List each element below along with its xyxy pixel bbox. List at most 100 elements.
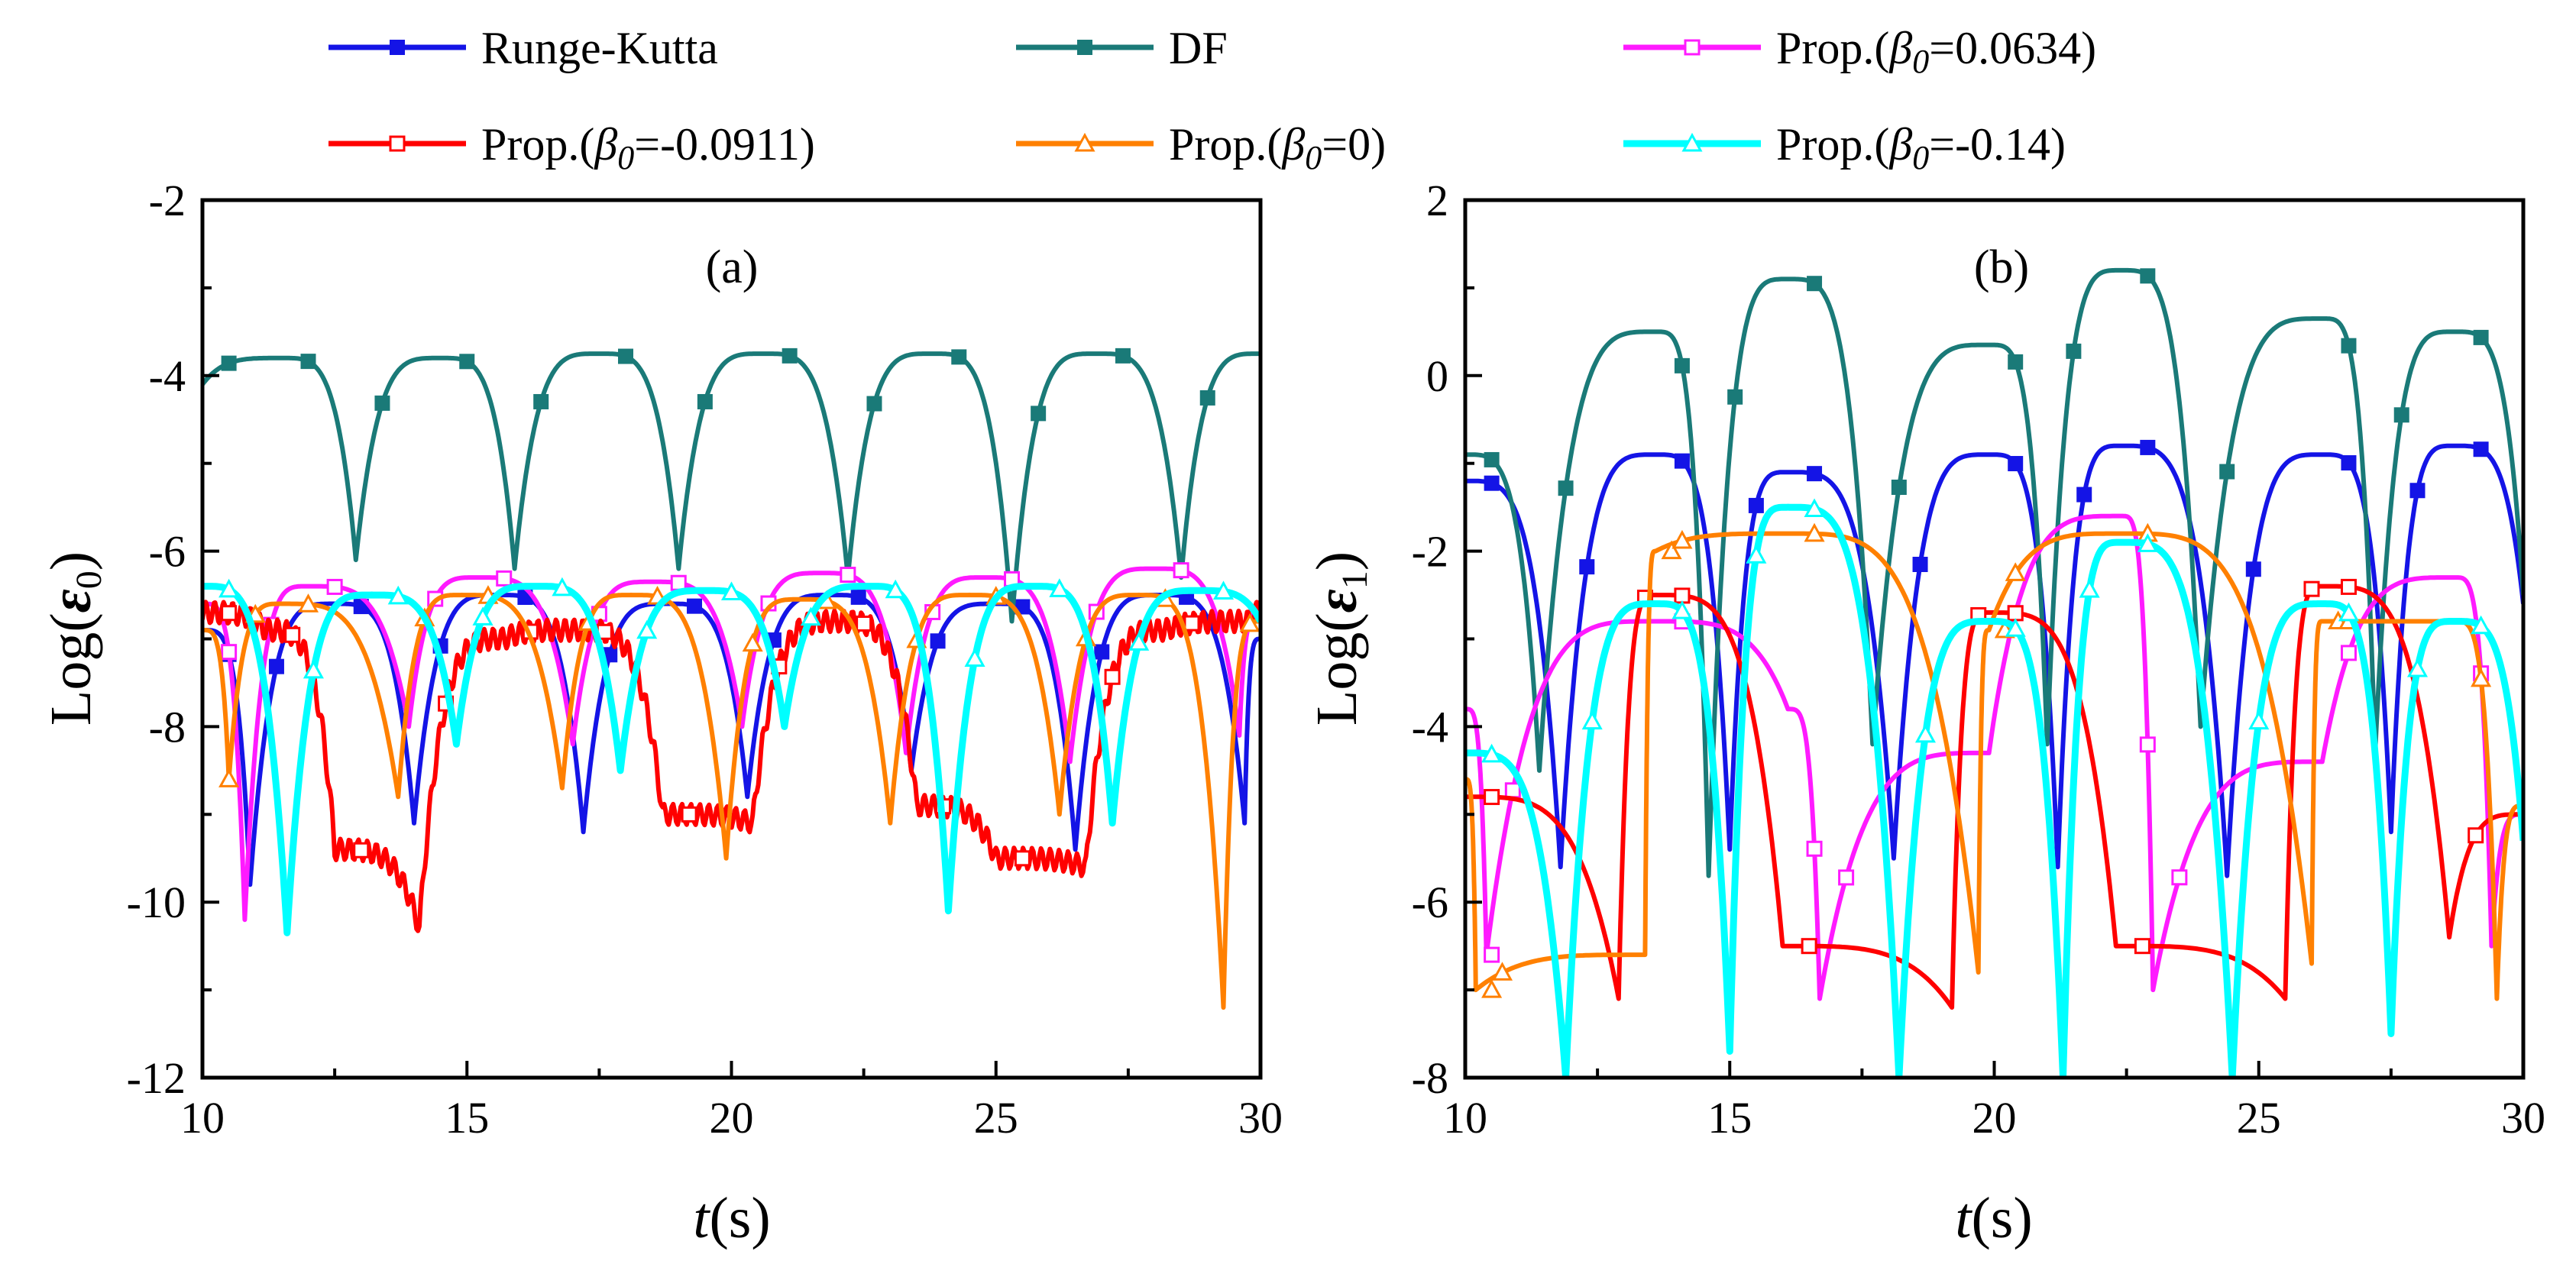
data-point xyxy=(742,632,763,652)
data-point xyxy=(221,355,237,371)
x-tick-label: 15 xyxy=(1707,1093,1752,1143)
data-point xyxy=(1484,451,1500,467)
data-point xyxy=(2473,441,2489,457)
x-tick-label: 20 xyxy=(1972,1093,2017,1143)
data-point xyxy=(218,768,240,787)
data-point xyxy=(1838,869,1855,886)
data-point xyxy=(856,615,872,632)
plot-area xyxy=(1465,267,2523,1078)
legend-marker xyxy=(1074,132,1095,152)
data-point xyxy=(2008,354,2024,370)
data-point xyxy=(2471,668,2492,687)
data-point xyxy=(1128,632,1150,651)
data-point xyxy=(782,348,798,364)
data-point xyxy=(930,633,946,649)
data-point xyxy=(2341,455,2357,471)
data-point xyxy=(284,626,301,643)
data-point xyxy=(2005,562,2026,581)
data-point xyxy=(1239,613,1260,632)
panel-b-xlabel: t(s) xyxy=(1955,1186,2032,1250)
y-tick-label: -8 xyxy=(1412,1053,1448,1103)
data-point xyxy=(2171,869,2188,886)
data-point xyxy=(2471,615,2492,635)
data-point xyxy=(885,579,906,599)
data-point xyxy=(2140,439,2156,455)
panel-b-series xyxy=(1465,267,2523,1078)
data-point xyxy=(687,598,703,614)
data-point xyxy=(1674,453,1690,469)
data-point xyxy=(552,577,573,596)
legend-label: Prop.(β0=0.0634) xyxy=(1776,23,2096,80)
data-point xyxy=(1031,406,1047,422)
data-point xyxy=(2245,561,2261,577)
data-point xyxy=(670,574,687,591)
data-point xyxy=(1807,466,1823,482)
data-point xyxy=(2140,268,2156,284)
data-point xyxy=(1481,978,1503,998)
data-point xyxy=(1049,578,1070,597)
data-point xyxy=(1173,562,1189,579)
data-point xyxy=(2473,329,2489,345)
panel-b-label: (b) xyxy=(1974,241,2029,293)
legend-marker xyxy=(1077,40,1092,55)
data-point xyxy=(353,842,370,858)
legend-label: Prop.(β0=-0.0911) xyxy=(481,119,815,176)
data-point xyxy=(1212,580,1235,600)
data-point xyxy=(1094,644,1110,660)
data-point xyxy=(1914,723,1937,743)
y-tick-label: 2 xyxy=(1426,176,1448,225)
data-point xyxy=(964,648,985,668)
data-point xyxy=(850,589,866,605)
data-point xyxy=(1674,357,1690,373)
data-point xyxy=(2079,579,2100,598)
data-point xyxy=(2139,736,2156,753)
data-point xyxy=(2076,487,2092,503)
data-point xyxy=(2468,827,2484,844)
series-line-df xyxy=(1465,267,2523,878)
data-point xyxy=(268,658,284,674)
x-tick-label: 15 xyxy=(445,1093,489,1143)
data-point xyxy=(1199,390,1215,406)
panel-b-ylabel: Log(ε1) xyxy=(1305,551,1375,726)
data-point xyxy=(1806,840,1823,857)
data-point xyxy=(2341,338,2357,354)
data-point xyxy=(1801,938,1817,955)
data-point xyxy=(1746,545,1767,564)
legend-label: Prop.(β0=0) xyxy=(1169,119,1386,176)
data-point xyxy=(1558,480,1574,496)
data-point xyxy=(459,354,475,370)
data-point xyxy=(1912,557,1928,573)
panel-a-ylabel: Log(ε0) xyxy=(39,551,109,726)
data-point xyxy=(2219,464,2235,480)
data-point xyxy=(2393,407,2409,423)
data-point xyxy=(951,349,967,365)
data-point xyxy=(681,806,697,823)
data-point xyxy=(374,395,390,411)
data-point xyxy=(1504,782,1521,799)
series-line-prop-0-0-0634- xyxy=(1465,513,2523,1001)
data-point xyxy=(1014,850,1031,867)
data-point xyxy=(1891,479,1907,495)
legend-label: Runge-Kutta xyxy=(481,23,718,73)
data-point xyxy=(1671,529,1693,549)
data-point xyxy=(1727,389,1743,405)
data-point xyxy=(800,606,821,626)
data-point xyxy=(1748,497,1764,513)
data-point xyxy=(1484,475,1500,491)
data-point xyxy=(2303,580,2320,597)
y-tick-label: 0 xyxy=(1426,351,1448,401)
data-point xyxy=(1484,946,1500,963)
data-point xyxy=(533,393,549,409)
series-line-prop-0-0-0911- xyxy=(202,600,1260,933)
data-point xyxy=(2340,645,2357,661)
panel-a-ticks: 10 15 20 25 30 -2 -4 -6 -8 -10 -12 xyxy=(127,176,1283,1143)
data-point xyxy=(1104,668,1121,685)
data-point xyxy=(720,581,743,601)
data-point xyxy=(2406,658,2429,677)
data-point xyxy=(472,606,494,626)
series-line-prop-0-0-14- xyxy=(202,583,1260,936)
y-tick-label: -6 xyxy=(1412,878,1448,927)
